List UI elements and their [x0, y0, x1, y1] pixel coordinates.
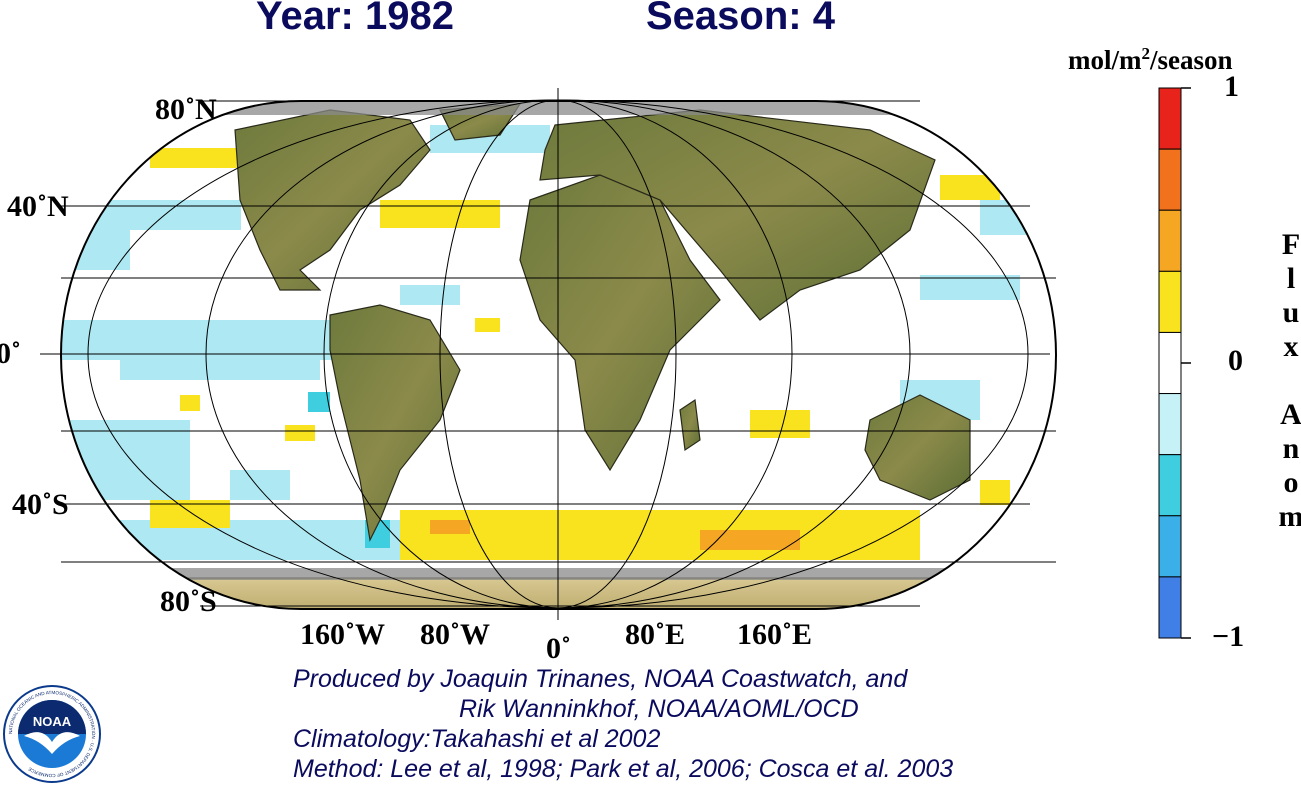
colorbar-segment — [1158, 87, 1182, 150]
lon-label-160w: 160˚W — [300, 618, 385, 651]
colorbar-segment — [1158, 209, 1182, 272]
lon-label-160e: 160˚E — [737, 618, 812, 651]
colorbar — [1158, 87, 1191, 639]
colorbar-units: mol/m2/season — [1068, 44, 1233, 75]
flux-patches-orange — [430, 520, 800, 550]
credits-line-2: Rik Wanninkhof, NOAA/AOML/OCD — [459, 695, 859, 723]
globe-outline — [60, 100, 1057, 610]
colorbar-segment — [1158, 148, 1182, 211]
lat-label-80s: 80˚S — [160, 585, 217, 618]
colorbar-variable-label: F l u x A n o m — [1278, 228, 1301, 533]
credits-line-4: Method: Lee et al, 1998; Park et al, 200… — [293, 755, 954, 783]
noaa-logo: NOAA NATIONAL OCEANIC AND ATMOSPHERIC AD… — [3, 685, 101, 783]
lat-label-40n: 40˚N — [7, 190, 69, 223]
colorbar-segment — [1158, 454, 1182, 517]
colorbar-segment — [1158, 393, 1182, 456]
lon-label-0: 0˚ — [546, 632, 571, 665]
year-title: Year: 1982 — [256, 0, 454, 38]
flux-patches-positive — [150, 148, 1010, 560]
colorbar-mid-label: 0 — [1228, 344, 1243, 377]
noaa-logo-text: NOAA — [33, 714, 72, 729]
colorbar-min-label: −1 — [1212, 620, 1245, 653]
colorbar-segment — [1158, 576, 1182, 639]
lat-label-80n: 80˚N — [155, 93, 217, 126]
lat-label-40s: 40˚S — [12, 488, 69, 521]
lon-label-80w: 80˚W — [420, 618, 490, 651]
season-title: Season: 4 — [646, 0, 835, 38]
lon-label-80e: 80˚E — [625, 618, 685, 651]
credits-line-3: Climatology:Takahashi et al 2002 — [293, 725, 661, 753]
colorbar-max-label: 1 — [1224, 70, 1239, 103]
credits-line-1: Produced by Joaquin Trinanes, NOAA Coast… — [293, 665, 908, 693]
credits: Produced by Joaquin Trinanes, NOAA Coast… — [293, 664, 953, 784]
colorbar-segment — [1158, 270, 1182, 333]
lat-label-0: 0˚ — [0, 337, 21, 370]
continents — [234, 103, 971, 542]
colorbar-segment — [1158, 331, 1182, 395]
colorbar-segment — [1158, 515, 1182, 578]
